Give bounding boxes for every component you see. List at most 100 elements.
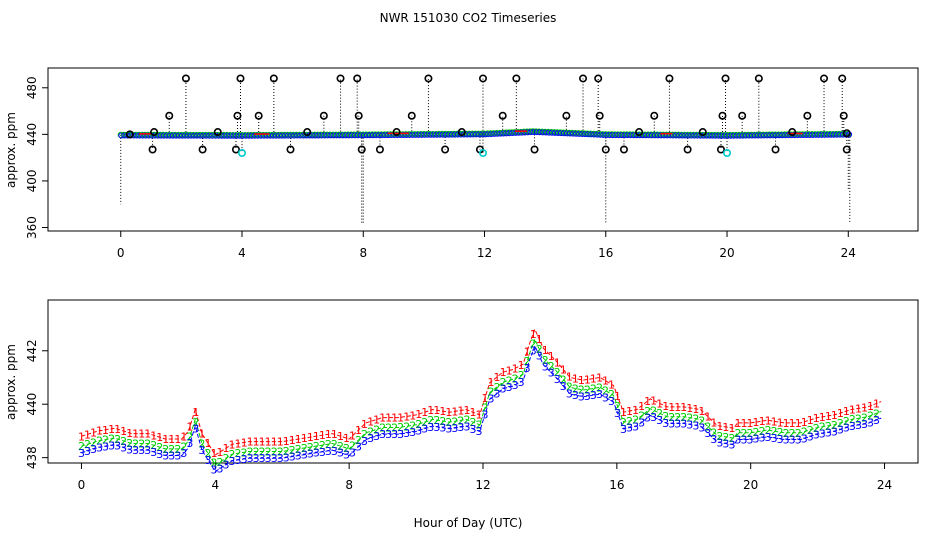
outlier-point xyxy=(236,74,245,83)
outlier-point xyxy=(650,111,659,120)
baseline-point-green xyxy=(602,131,609,138)
blue-series-point: 3 xyxy=(692,419,699,432)
red-series-point: 1 xyxy=(692,403,699,416)
baseline-point-green xyxy=(138,131,146,138)
baseline-point-green xyxy=(223,131,230,139)
red-series-point: 1 xyxy=(457,404,464,417)
baseline-point-green xyxy=(448,130,455,138)
outlier-point xyxy=(718,111,727,120)
green-series-point: 2 xyxy=(771,425,778,438)
outlier-point xyxy=(303,128,312,137)
green-series-point: 2 xyxy=(686,412,693,425)
baseline-point-green xyxy=(372,131,379,138)
red-series-point: 1 xyxy=(373,413,380,426)
blue-series-point: 3 xyxy=(367,432,374,445)
baseline-point-green xyxy=(417,131,424,138)
red-series-point: 1 xyxy=(433,404,440,417)
baseline-point-green xyxy=(708,131,715,139)
blue-series-point: 3 xyxy=(180,447,187,460)
outlier-point xyxy=(820,74,829,83)
green-series-point: 2 xyxy=(403,420,410,433)
baseline-point-green xyxy=(460,130,467,137)
baseline-point-green xyxy=(141,131,149,138)
green-series-point: 2 xyxy=(168,443,175,456)
red-series-point: 1 xyxy=(638,400,645,413)
baseline-point-green xyxy=(611,131,618,138)
red-series-point: 1 xyxy=(162,433,169,446)
baseline-point-green xyxy=(320,131,327,138)
blue-series-point: 3 xyxy=(223,459,230,472)
blue-series-point: 3 xyxy=(855,419,862,432)
red-series-point: 1 xyxy=(494,371,501,384)
green-series-point: 2 xyxy=(120,435,127,448)
outlier-point xyxy=(579,74,588,83)
red-series-point: 1 xyxy=(518,359,525,372)
baseline-point-green xyxy=(693,131,700,138)
blue-series-point: 3 xyxy=(813,429,820,442)
green-series-point: 2 xyxy=(427,414,434,427)
baseline-point-green xyxy=(408,131,415,138)
blue-series-point: 3 xyxy=(698,421,705,434)
blue-series-point: 3 xyxy=(578,390,585,403)
blue-series-point: 3 xyxy=(204,454,211,467)
red-series-point: 1 xyxy=(801,416,808,429)
green-series-point: 2 xyxy=(373,423,380,436)
blue-series-point: 3 xyxy=(548,367,555,380)
baseline-point-green xyxy=(672,131,679,138)
baseline-point-green xyxy=(381,131,388,138)
blue-series-point: 3 xyxy=(596,388,603,401)
blue-series-point: 3 xyxy=(319,446,326,459)
baseline-point-green xyxy=(166,131,173,139)
blue-series-point: 3 xyxy=(259,452,266,465)
baseline-point-green xyxy=(690,131,697,138)
green-series-point: 2 xyxy=(837,417,844,430)
baseline-point-green xyxy=(345,131,352,138)
baseline-point-green xyxy=(178,131,185,139)
green-series-point: 2 xyxy=(656,407,663,420)
blue-series-point: 3 xyxy=(289,451,296,464)
outlier-point xyxy=(788,128,797,137)
red-series-point: 1 xyxy=(90,426,97,439)
blue-series-point: 3 xyxy=(313,447,320,460)
blue-series-point: 3 xyxy=(644,412,651,425)
green-series-point: 2 xyxy=(337,440,344,453)
baseline-point-green xyxy=(423,131,431,138)
green-series-point: 2 xyxy=(710,426,717,439)
outlier-point xyxy=(842,145,851,154)
outlier-point xyxy=(286,145,295,154)
blue-series-point: 3 xyxy=(475,425,482,438)
baseline-point-green xyxy=(220,131,227,139)
top-y-tick-label: 440 xyxy=(25,123,39,146)
red-series-point: 1 xyxy=(783,417,790,430)
green-series-point: 2 xyxy=(108,433,115,446)
baseline-point-green xyxy=(505,129,512,136)
baseline-point-green xyxy=(244,131,252,139)
blue-series-point: 3 xyxy=(126,444,133,457)
blue-series-point: 3 xyxy=(680,417,687,430)
green-series-point: 2 xyxy=(162,443,169,456)
blue-series-point: 3 xyxy=(451,422,458,435)
green-series-point: 2 xyxy=(204,447,211,460)
outlier-point xyxy=(619,145,628,154)
baseline-point-green xyxy=(229,131,237,139)
baseline-point-green xyxy=(493,129,500,137)
blue-series-point: 3 xyxy=(138,444,145,457)
blue-series-point: 3 xyxy=(235,454,242,467)
baseline-point-green xyxy=(766,131,773,138)
blue-series-point: 3 xyxy=(572,389,579,402)
green-series-point: 2 xyxy=(210,457,217,470)
blue-series-point: 3 xyxy=(849,420,856,433)
red-series-point: 1 xyxy=(397,411,404,424)
red-series-point: 1 xyxy=(283,435,290,448)
blue-series-point: 3 xyxy=(355,441,362,454)
green-series-point: 2 xyxy=(819,421,826,434)
baseline-point-green xyxy=(657,131,664,138)
blue-series-point: 3 xyxy=(421,423,428,436)
red-series-point: 1 xyxy=(427,404,434,417)
blue-series-point: 3 xyxy=(632,420,639,433)
green-series-point: 2 xyxy=(361,428,368,441)
outlier-point xyxy=(754,74,763,83)
red-series-point: 1 xyxy=(716,420,723,433)
red-series-point: 1 xyxy=(837,407,844,420)
top-x-tick-label: 12 xyxy=(477,246,492,260)
